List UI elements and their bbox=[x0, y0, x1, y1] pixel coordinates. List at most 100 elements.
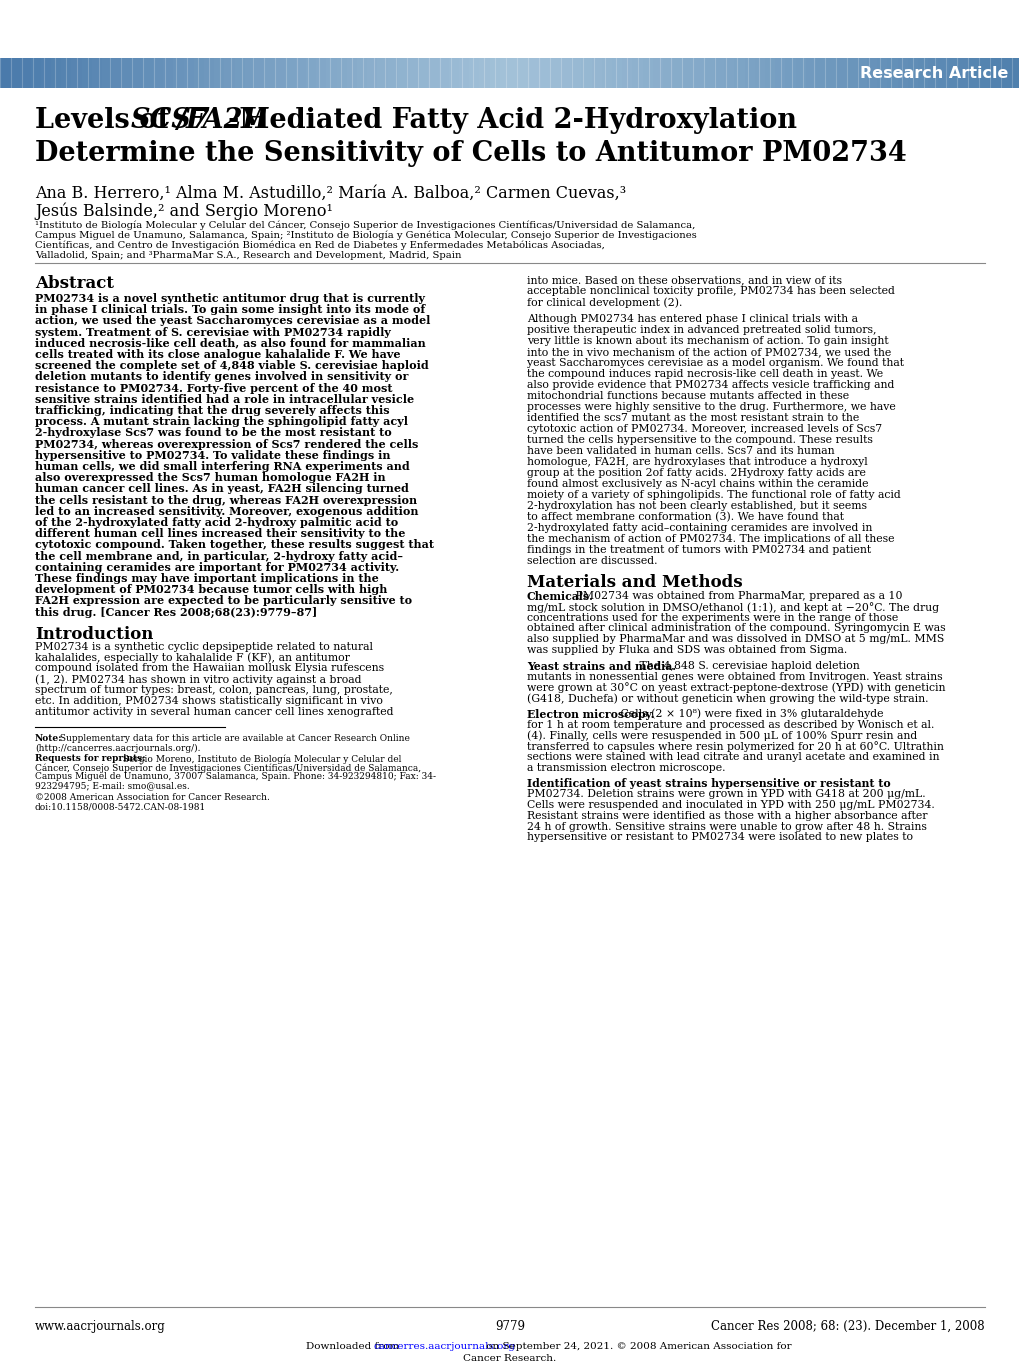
Text: mg/mL stock solution in DMSO/ethanol (1:1), and kept at −20°C. The drug: mg/mL stock solution in DMSO/ethanol (1:… bbox=[527, 602, 938, 613]
Text: PM02734 is a novel synthetic antitumor drug that is currently: PM02734 is a novel synthetic antitumor d… bbox=[35, 293, 425, 304]
Bar bbox=[285, 57, 297, 87]
Text: system. Treatment of S. cerevisiae with PM02734 rapidly: system. Treatment of S. cerevisiae with … bbox=[35, 326, 390, 337]
Text: antitumor activity in several human cancer cell lines xenografted: antitumor activity in several human canc… bbox=[35, 707, 393, 717]
Bar bbox=[907, 57, 918, 87]
Text: Levels of: Levels of bbox=[35, 106, 178, 134]
Bar bbox=[367, 57, 378, 87]
Bar bbox=[530, 57, 541, 87]
Bar bbox=[122, 57, 133, 87]
Text: Ana B. Herrero,¹ Alma M. Astudillo,² María A. Balboa,² Carmen Cuevas,³: Ana B. Herrero,¹ Alma M. Astudillo,² Mar… bbox=[35, 186, 626, 202]
Text: /: / bbox=[176, 106, 185, 134]
Text: a transmission electron microscope.: a transmission electron microscope. bbox=[527, 763, 725, 773]
Bar bbox=[917, 57, 928, 87]
Bar bbox=[805, 57, 816, 87]
Bar bbox=[693, 57, 704, 87]
Bar bbox=[948, 57, 959, 87]
Text: induced necrosis-like cell death, as also found for mammalian: induced necrosis-like cell death, as als… bbox=[35, 337, 425, 349]
Text: 2-hydroxylated fatty acid–containing ceramides are involved in: 2-hydroxylated fatty acid–containing cer… bbox=[527, 523, 871, 534]
Text: Cells were resuspended and inoculated in YPD with 250 μg/mL PM02734.: Cells were resuspended and inoculated in… bbox=[527, 800, 933, 809]
Bar bbox=[357, 57, 368, 87]
Bar bbox=[999, 57, 1010, 87]
Text: turned the cells hypersensitive to the compound. These results: turned the cells hypersensitive to the c… bbox=[527, 435, 872, 445]
Text: transferred to capsules where resin polymerized for 20 h at 60°C. Ultrathin: transferred to capsules where resin poly… bbox=[527, 741, 943, 752]
Bar bbox=[723, 57, 735, 87]
Text: The 4,848 S. cerevisiae haploid deletion: The 4,848 S. cerevisiae haploid deletion bbox=[635, 661, 858, 670]
Bar bbox=[132, 57, 144, 87]
Bar bbox=[662, 57, 674, 87]
Text: Cancer Res 2008; 68: (23). December 1, 2008: Cancer Res 2008; 68: (23). December 1, 2… bbox=[710, 1320, 984, 1334]
Text: Research Article: Research Article bbox=[859, 66, 1007, 81]
Text: homologue, FA2H, are hydroxylases that introduce a hydroxyl: homologue, FA2H, are hydroxylases that i… bbox=[527, 457, 867, 467]
Bar bbox=[102, 57, 113, 87]
Bar bbox=[245, 57, 256, 87]
Bar bbox=[51, 57, 62, 87]
Text: mutants in nonessential genes were obtained from Invitrogen. Yeast strains: mutants in nonessential genes were obtai… bbox=[527, 672, 942, 681]
Text: deletion mutants to identify genes involved in sensitivity or: deletion mutants to identify genes invol… bbox=[35, 371, 408, 382]
Text: Supplementary data for this article are available at Cancer Research Online: Supplementary data for this article are … bbox=[57, 734, 410, 744]
Text: Científicas, and Centro de Investigación Biomédica en Red de Diabetes y Enfermed: Científicas, and Centro de Investigación… bbox=[35, 240, 604, 250]
Bar bbox=[642, 57, 653, 87]
Text: led to an increased sensitivity. Moreover, exogenous addition: led to an increased sensitivity. Moreove… bbox=[35, 506, 418, 517]
Text: process. A mutant strain lacking the sphingolipid fatty acyl: process. A mutant strain lacking the sph… bbox=[35, 416, 408, 427]
Text: PM02734 is a synthetic cyclic depsipeptide related to natural: PM02734 is a synthetic cyclic depsipepti… bbox=[35, 642, 373, 652]
Bar bbox=[479, 57, 490, 87]
Text: Valladolid, Spain; and ³PharmaMar S.A., Research and Development, Madrid, Spain: Valladolid, Spain; and ³PharmaMar S.A., … bbox=[35, 251, 461, 259]
Bar bbox=[153, 57, 164, 87]
Bar bbox=[540, 57, 551, 87]
Bar bbox=[622, 57, 633, 87]
Bar bbox=[825, 57, 837, 87]
Bar bbox=[927, 57, 938, 87]
Bar bbox=[469, 57, 480, 87]
Bar bbox=[41, 57, 52, 87]
Bar bbox=[418, 57, 429, 87]
Bar bbox=[550, 57, 561, 87]
Text: have been validated in human cells. Scs7 and its human: have been validated in human cells. Scs7… bbox=[527, 446, 834, 456]
Bar bbox=[61, 57, 72, 87]
Bar bbox=[581, 57, 592, 87]
Bar bbox=[82, 57, 93, 87]
Text: -Mediated Fatty Acid 2-Hydroxylation: -Mediated Fatty Acid 2-Hydroxylation bbox=[228, 106, 796, 134]
Text: Introduction: Introduction bbox=[35, 625, 153, 643]
Text: ¹Instituto de Biología Molecular y Celular del Cáncer, Consejo Superior de Inves: ¹Instituto de Biología Molecular y Celul… bbox=[35, 220, 695, 229]
Text: also provide evidence that PM02734 affects vesicle trafficking and: also provide evidence that PM02734 affec… bbox=[527, 379, 894, 390]
Text: trafficking, indicating that the drug severely affects this: trafficking, indicating that the drug se… bbox=[35, 405, 389, 416]
Bar bbox=[173, 57, 184, 87]
Bar bbox=[764, 57, 775, 87]
Text: screened the complete set of 4,848 viable S. cerevisiae haploid: screened the complete set of 4,848 viabl… bbox=[35, 360, 428, 371]
Text: Resistant strains were identified as those with a higher absorbance after: Resistant strains were identified as tho… bbox=[527, 811, 926, 820]
Bar bbox=[183, 57, 195, 87]
Bar bbox=[408, 57, 419, 87]
Bar bbox=[428, 57, 439, 87]
Text: Although PM02734 has entered phase I clinical trials with a: Although PM02734 has entered phase I cli… bbox=[527, 314, 857, 324]
Text: development of PM02734 because tumor cells with high: development of PM02734 because tumor cel… bbox=[35, 584, 387, 595]
Bar bbox=[316, 57, 327, 87]
Bar bbox=[20, 57, 32, 87]
Bar bbox=[224, 57, 235, 87]
Text: Jesús Balsinde,² and Sergio Moreno¹: Jesús Balsinde,² and Sergio Moreno¹ bbox=[35, 202, 332, 220]
Text: found almost exclusively as N-acyl chains within the ceramide: found almost exclusively as N-acyl chain… bbox=[527, 479, 867, 489]
Bar bbox=[815, 57, 826, 87]
Text: sections were stained with lead citrate and uranyl acetate and examined in: sections were stained with lead citrate … bbox=[527, 752, 938, 762]
Bar bbox=[397, 57, 409, 87]
Text: PM02734. Deletion strains were grown in YPD with G418 at 200 μg/mL.: PM02734. Deletion strains were grown in … bbox=[527, 789, 924, 800]
Text: 2-hydroxylation has not been clearly established, but it seems: 2-hydroxylation has not been clearly est… bbox=[527, 501, 866, 511]
Bar bbox=[988, 57, 1000, 87]
Text: (G418, Duchefa) or without geneticin when growing the wild-type strain.: (G418, Duchefa) or without geneticin whe… bbox=[527, 693, 927, 704]
Bar bbox=[866, 57, 877, 87]
Bar bbox=[897, 57, 908, 87]
Bar bbox=[31, 57, 42, 87]
Text: ©2008 American Association for Cancer Research.: ©2008 American Association for Cancer Re… bbox=[35, 793, 270, 803]
Text: 9779: 9779 bbox=[494, 1320, 525, 1334]
Bar bbox=[876, 57, 888, 87]
Text: Yeast strains and media.: Yeast strains and media. bbox=[527, 661, 676, 672]
Text: different human cell lines increased their sensitivity to the: different human cell lines increased the… bbox=[35, 528, 405, 539]
Text: www.aacrjournals.org: www.aacrjournals.org bbox=[35, 1320, 166, 1334]
Bar bbox=[71, 57, 83, 87]
Bar bbox=[795, 57, 806, 87]
Bar bbox=[856, 57, 867, 87]
Text: Requests for reprints:: Requests for reprints: bbox=[35, 755, 146, 763]
Text: on September 24, 2021. © 2008 American Association for: on September 24, 2021. © 2008 American A… bbox=[482, 1342, 791, 1351]
Bar bbox=[326, 57, 337, 87]
Text: were grown at 30°C on yeast extract-peptone-dextrose (YPD) with geneticin: were grown at 30°C on yeast extract-pept… bbox=[527, 682, 945, 693]
Text: obtained after clinical administration of the compound. Syringomycin E was: obtained after clinical administration o… bbox=[527, 624, 945, 633]
